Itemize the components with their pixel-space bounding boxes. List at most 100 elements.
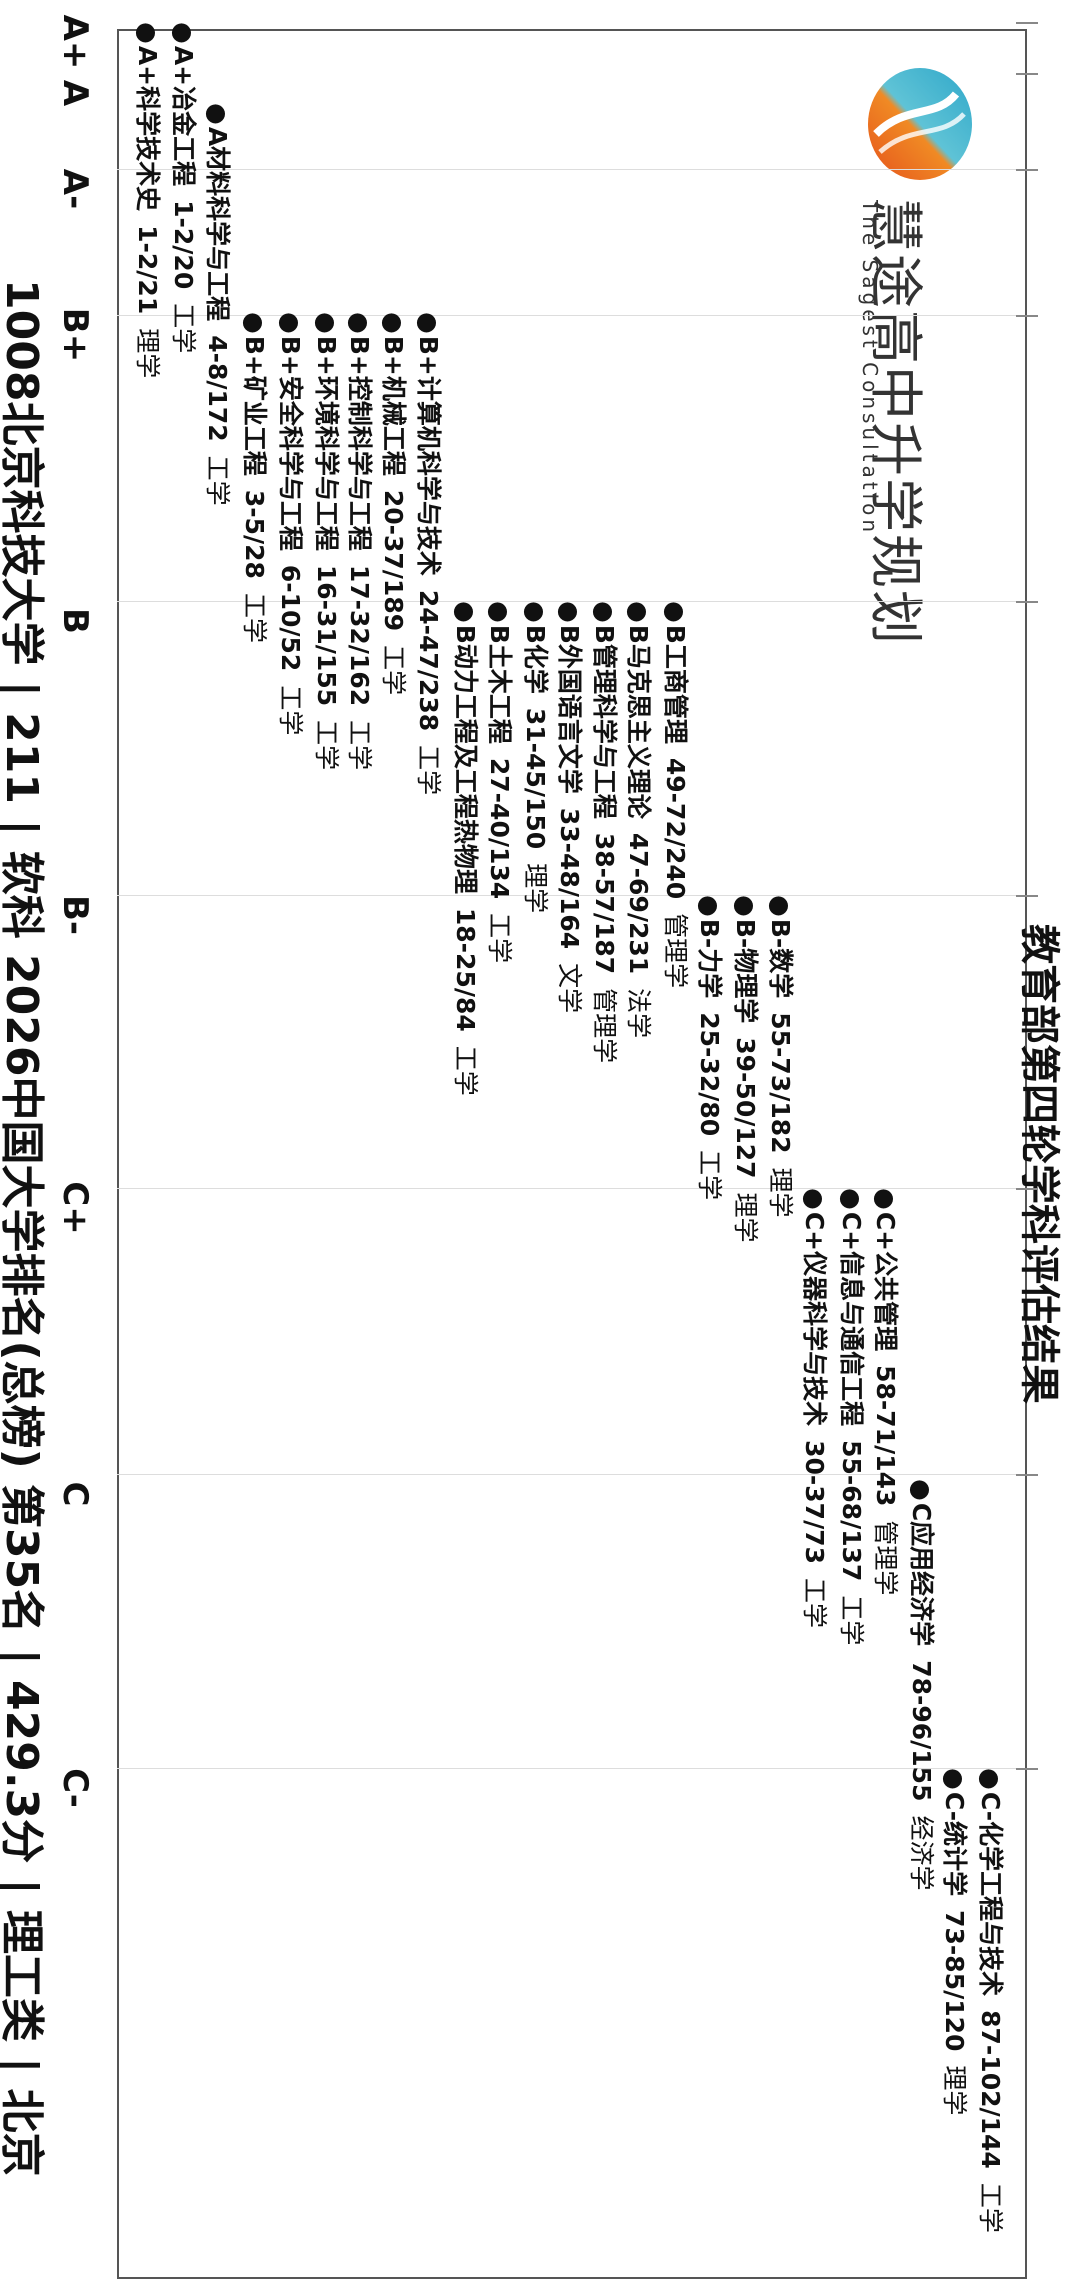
subject-entry: B+环境科学与工程 16-31/155 工学 xyxy=(311,312,341,770)
subject-rank: 87-102/144 xyxy=(976,2010,1005,2169)
subject-rank: 6-10/52 xyxy=(276,564,305,672)
subject-entry: C应用经济学 78-96/155 经济学 xyxy=(906,1479,936,1891)
subject-rank: 27-40/134 xyxy=(485,757,514,900)
grade-tick xyxy=(1016,1768,1038,1770)
subject-field: 理学 xyxy=(133,328,162,379)
subject-name: B-物理学 xyxy=(731,918,760,1024)
subject-field: 工学 xyxy=(240,592,269,643)
grade-tick xyxy=(1016,169,1038,171)
subject-field: 工学 xyxy=(169,303,198,354)
subject-rank: 16-31/155 xyxy=(312,564,341,707)
subject-name: B-数学 xyxy=(766,918,795,999)
subject-entry: B+机械工程 20-37/189 工学 xyxy=(378,312,408,695)
grade-label: C xyxy=(55,1481,95,1507)
subject-field: 理学 xyxy=(521,863,550,914)
subject-name: A材料科学与工程 xyxy=(203,126,232,322)
footer: 1008北京科技大学 | 211 | 软科 2026中国大学排名(总榜) 第35… xyxy=(0,279,47,2177)
subject-entry: B化学 31-45/150 理学 xyxy=(520,601,550,913)
subject-field: 工学 xyxy=(312,720,341,771)
subject-field: 工学 xyxy=(837,1595,866,1646)
subject-field: 工学 xyxy=(451,1045,480,1096)
subject-entry: C+仪器科学与技术 30-37/73 工学 xyxy=(799,1188,829,1628)
subject-entry: C+信息与通信工程 55-68/137 工学 xyxy=(836,1188,866,1646)
grid-line xyxy=(117,169,1027,170)
subject-name: C应用经济学 xyxy=(907,1502,936,1647)
subject-rank: 4-8/172 xyxy=(203,335,232,442)
grade-label: C+ xyxy=(55,1181,95,1235)
subject-field: 工学 xyxy=(203,455,232,506)
grade-label: B- xyxy=(55,894,95,936)
subject-rank: 17-32/162 xyxy=(345,564,374,707)
subject-rank: 33-48/164 xyxy=(555,807,584,950)
grade-label: A xyxy=(55,79,95,107)
subject-rank: 3-5/28 xyxy=(240,489,269,579)
subject-rank: 73-85/120 xyxy=(940,1910,969,2052)
grade-tick xyxy=(1016,1188,1038,1190)
grade-label: C- xyxy=(55,1768,95,1808)
title: 教育部第四轮学科评估结果 xyxy=(1016,924,1062,1404)
subject-name: C+信息与通信工程 xyxy=(837,1211,866,1427)
subject-rank: 30-37/73 xyxy=(800,1440,829,1565)
subject-rank: 24-47/238 xyxy=(414,589,443,732)
subject-name: B工商管理 xyxy=(661,624,690,744)
subject-field: 工学 xyxy=(414,745,443,796)
subject-name: A+科学技术史 xyxy=(133,45,162,212)
subject-rank: 18-25/84 xyxy=(451,907,480,1032)
subject-rank: 1-2/21 xyxy=(133,225,162,315)
grade-tick xyxy=(1016,1474,1038,1476)
subject-field: 理学 xyxy=(731,1192,760,1243)
subject-entry: A+冶金工程 1-2/20 工学 xyxy=(168,22,198,353)
subject-entry: C-化学工程与技术 87-102/144 工学 xyxy=(975,1768,1005,2233)
subject-field: 工学 xyxy=(976,2182,1005,2233)
subject-name: B+环境科学与工程 xyxy=(312,335,341,551)
subject-rank: 38-57/187 xyxy=(590,832,619,975)
subject-field: 管理学 xyxy=(590,988,619,1064)
logo-icon xyxy=(868,68,972,180)
subject-name: B土木工程 xyxy=(485,624,514,744)
subject-field: 工学 xyxy=(345,720,374,771)
grade-label: A+ xyxy=(55,14,95,70)
subject-entry: B-物理学 39-50/127 理学 xyxy=(730,895,760,1243)
logo-subtitle: The Sagest Consultation xyxy=(858,200,882,537)
subject-name: B+机械工程 xyxy=(379,335,408,476)
subject-rank: 78-96/155 xyxy=(907,1660,936,1802)
subject-rank: 49-72/240 xyxy=(661,757,690,900)
subject-rank: 25-32/80 xyxy=(695,1012,724,1137)
subject-rank: 55-68/137 xyxy=(837,1440,866,1582)
subject-entry: B外国语言文学 33-48/164 文学 xyxy=(554,601,584,1013)
subject-rank: 58-71/143 xyxy=(871,1365,900,1507)
subject-name: B管理科学与工程 xyxy=(590,624,619,819)
subject-field: 理学 xyxy=(766,1167,795,1218)
subject-entry: B+计算机科学与技术 24-47/238 工学 xyxy=(413,312,443,795)
subject-name: B外国语言文学 xyxy=(555,624,584,794)
grade-tick xyxy=(1016,601,1038,603)
subject-entry: B管理科学与工程 38-57/187 管理学 xyxy=(589,601,619,1063)
subject-field: 工学 xyxy=(695,1150,724,1201)
grade-label: B xyxy=(55,608,95,634)
subject-rank: 55-73/182 xyxy=(766,1012,795,1154)
grade-label: B+ xyxy=(55,307,95,363)
subject-field: 工学 xyxy=(276,685,305,736)
grade-tick xyxy=(1016,73,1038,75)
grade-label: A- xyxy=(55,168,95,210)
subject-name: C+公共管理 xyxy=(871,1211,900,1352)
subject-name: B+矿业工程 xyxy=(240,335,269,476)
subject-field: 管理学 xyxy=(661,913,690,989)
subject-entry: C+公共管理 58-71/143 管理学 xyxy=(870,1188,900,1596)
grid-line xyxy=(117,1768,1027,1769)
subject-name: C-化学工程与技术 xyxy=(976,1791,1005,1997)
subject-rank: 31-45/150 xyxy=(521,707,550,850)
subject-name: C-统计学 xyxy=(940,1791,969,1897)
subject-name: C+仪器科学与技术 xyxy=(800,1211,829,1427)
subject-name: B+控制科学与工程 xyxy=(345,335,374,551)
subject-name: B+计算机科学与技术 xyxy=(414,335,443,576)
subject-field: 文学 xyxy=(555,963,584,1014)
subject-name: B+安全科学与工程 xyxy=(276,335,305,551)
subject-field: 理学 xyxy=(940,2065,969,2116)
subject-name: B马克思主义理论 xyxy=(624,624,653,819)
grade-tick xyxy=(1016,895,1038,897)
subject-field: 工学 xyxy=(485,913,514,964)
subject-entry: B马克思主义理论 47-69/231 法学 xyxy=(623,601,653,1038)
subject-entry: B+控制科学与工程 17-32/162 工学 xyxy=(344,312,374,770)
subject-entry: B-数学 55-73/182 理学 xyxy=(765,895,795,1218)
